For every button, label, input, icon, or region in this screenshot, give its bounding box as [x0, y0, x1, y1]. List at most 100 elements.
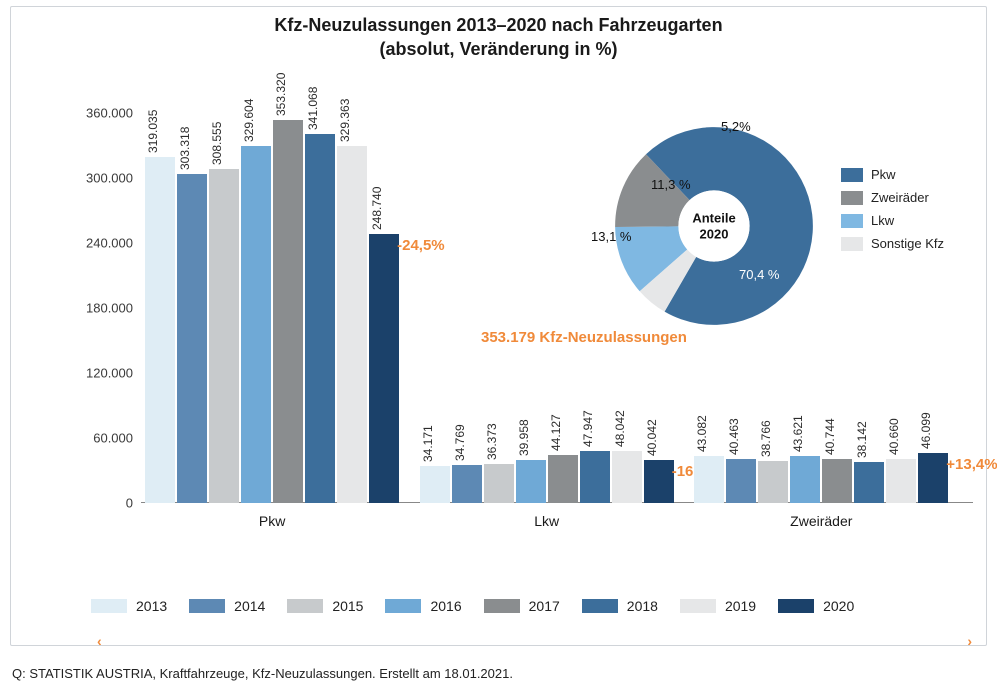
bar-value-label: 308.555 — [210, 121, 224, 164]
y-tick: 120.000 — [73, 366, 133, 381]
bar-chart: 060.000120.000180.000240.000300.000360.0… — [73, 113, 973, 503]
bar-value-label: 40.660 — [887, 418, 901, 455]
bar-value-label: 38.766 — [759, 420, 773, 457]
legend-year: 2013 — [136, 598, 167, 614]
donut-legend-swatch — [841, 168, 863, 182]
source-caption: Q: STATISTIK AUSTRIA, Kraftfahrzeuge, Kf… — [12, 666, 513, 681]
bar-value-label: 39.958 — [517, 419, 531, 456]
donut-value-label: 13,1 % — [591, 229, 631, 244]
donut-legend-swatch — [841, 191, 863, 205]
bar: 329.604 — [241, 146, 271, 503]
bar-value-label: 329.604 — [242, 99, 256, 142]
donut-title-2: 2020 — [700, 226, 729, 241]
bar-value-label: 34.769 — [453, 425, 467, 462]
bar: 46.099 — [918, 453, 948, 503]
donut-legend-item: Lkw — [841, 213, 981, 228]
donut-legend-swatch — [841, 214, 863, 228]
bar: 38.766 — [758, 461, 788, 503]
year-legend: 2013 2014 2015 2016 2017 2018 2019 2020 — [91, 589, 956, 623]
bar-value-label: 329.363 — [338, 99, 352, 142]
legend-swatch — [287, 599, 323, 613]
legend-swatch — [484, 599, 520, 613]
legend-item: 2018 — [582, 598, 658, 614]
bar: 40.744 — [822, 459, 852, 503]
legend-item: 2014 — [189, 598, 265, 614]
bar-value-label: 319.035 — [146, 110, 160, 153]
bar-value-label: 43.082 — [695, 416, 709, 453]
y-tick: 240.000 — [73, 236, 133, 251]
donut-value-label: 11,3 % — [651, 177, 691, 192]
bar: 39.958 — [516, 460, 546, 503]
bar-value-label: 40.463 — [727, 418, 741, 455]
bar: 248.740 — [369, 234, 399, 503]
donut-center-label: Anteile 2020 — [692, 210, 735, 241]
legend-swatch — [778, 599, 814, 613]
y-tick: 300.000 — [73, 171, 133, 186]
bar: 38.142 — [854, 462, 884, 503]
donut-legend-item: Pkw — [841, 167, 981, 182]
legend-item: 2017 — [484, 598, 560, 614]
bar-value-label: 303.318 — [178, 127, 192, 170]
bar-value-label: 43.621 — [791, 415, 805, 452]
donut-legend-label: Pkw — [871, 167, 896, 182]
donut-value-label: 70,4 % — [739, 267, 779, 282]
bar-value-label: 38.142 — [855, 421, 869, 458]
legend-item: 2020 — [778, 598, 854, 614]
bar: 36.373 — [484, 464, 514, 503]
bar: 341.068 — [305, 134, 335, 503]
bar: 308.555 — [209, 169, 239, 503]
bar: 43.082 — [694, 456, 724, 503]
legend-year: 2019 — [725, 598, 756, 614]
y-axis: 060.000120.000180.000240.000300.000360.0… — [73, 113, 139, 503]
bar-value-label: 34.171 — [421, 425, 435, 462]
legend-year: 2016 — [430, 598, 461, 614]
bar-value-label: 40.042 — [645, 419, 659, 456]
donut-legend-swatch — [841, 237, 863, 251]
legend-swatch — [189, 599, 225, 613]
total-annotation: 353.179 Kfz-Neuzulassungen — [481, 329, 687, 346]
bar-value-label: 353.320 — [274, 73, 288, 116]
legend-swatch — [582, 599, 618, 613]
bar: 319.035 — [145, 157, 175, 503]
legend-swatch — [385, 599, 421, 613]
chart-title: Kfz-Neuzulassungen 2013–2020 nach Fahrze… — [11, 13, 986, 62]
bar: 40.660 — [886, 459, 916, 503]
category-label: Pkw — [145, 513, 399, 529]
donut-legend-item: Sonstige Kfz — [841, 236, 981, 251]
donut-legend-label: Zweiräder — [871, 190, 929, 205]
donut-legend-item: Zweiräder — [841, 190, 981, 205]
bar-value-label: 47.947 — [581, 410, 595, 447]
carousel-next-icon[interactable]: › — [967, 633, 972, 649]
bar-value-label: 44.127 — [549, 415, 563, 452]
donut-value-label: 5,2% — [721, 119, 751, 134]
bar: 44.127 — [548, 455, 578, 503]
bar: 40.463 — [726, 459, 756, 503]
donut-title-1: Anteile — [692, 210, 735, 225]
bar-value-label: 40.744 — [823, 418, 837, 455]
bar: 48.042 — [612, 451, 642, 503]
legend-item: 2013 — [91, 598, 167, 614]
bar-value-label: 46.099 — [919, 412, 933, 449]
pct-change-label: -24,5% — [397, 237, 445, 254]
donut-legend-label: Lkw — [871, 213, 894, 228]
legend-swatch — [680, 599, 716, 613]
legend-year: 2014 — [234, 598, 265, 614]
y-tick: 0 — [73, 496, 133, 511]
title-line1: Kfz-Neuzulassungen 2013–2020 nach Fahrze… — [11, 13, 986, 37]
category-label: Lkw — [420, 513, 674, 529]
carousel-prev-icon[interactable]: ‹ — [97, 633, 102, 649]
bar: 40.042 — [644, 460, 674, 503]
legend-year: 2015 — [332, 598, 363, 614]
legend-item: 2019 — [680, 598, 756, 614]
y-tick: 60.000 — [73, 431, 133, 446]
donut-legend: Pkw Zweiräder Lkw Sonstige Kfz — [841, 167, 981, 259]
donut-legend-label: Sonstige Kfz — [871, 236, 944, 251]
bar: 34.171 — [420, 466, 450, 503]
bar-value-label: 341.068 — [306, 86, 320, 129]
y-tick: 180.000 — [73, 301, 133, 316]
bar: 329.363 — [337, 146, 367, 503]
bar: 303.318 — [177, 174, 207, 503]
legend-item: 2015 — [287, 598, 363, 614]
bar-value-label: 48.042 — [613, 410, 627, 447]
bar: 43.621 — [790, 456, 820, 503]
